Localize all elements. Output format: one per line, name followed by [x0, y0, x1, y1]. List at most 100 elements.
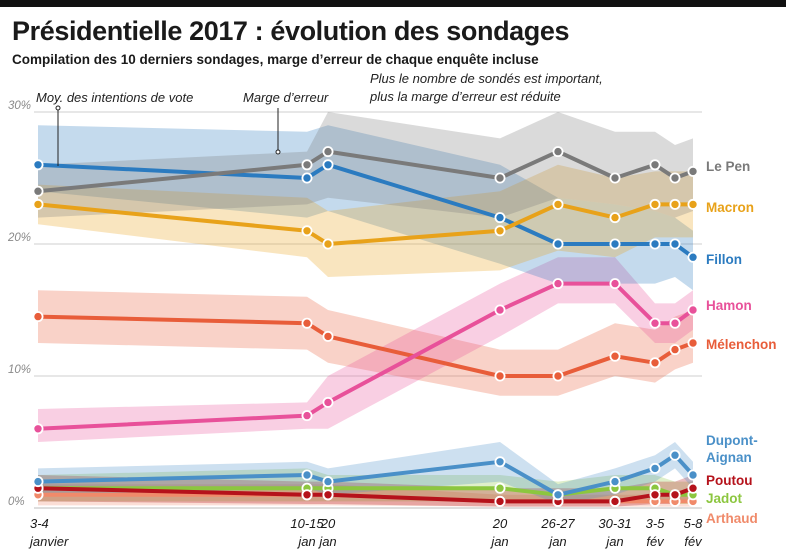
x-tick-label: 20 [492, 516, 508, 531]
margin-annotation-dot [275, 149, 281, 155]
data-point-melenchon [301, 317, 313, 329]
chart-subtitle: Compilation des 10 derniers sondages, ma… [12, 52, 539, 67]
x-tick-label: jan [489, 534, 508, 549]
data-point-macron [301, 225, 313, 237]
data-point-macron [669, 198, 681, 210]
data-point-melenchon [32, 311, 44, 323]
data-point-fillon [301, 172, 313, 184]
note-line-1: Plus le nombre de sondés est important, [370, 71, 603, 86]
series-label-dupont-aignan: Dupont- [706, 433, 758, 448]
x-tick-label: jan [317, 534, 336, 549]
data-point-hamon [32, 423, 44, 435]
data-point-le-pen [32, 185, 44, 197]
data-point-fillon [552, 238, 564, 250]
data-point-melenchon [687, 337, 699, 349]
error-band-macron [38, 164, 693, 277]
data-point-hamon [494, 304, 506, 316]
data-point-poutou [322, 489, 334, 501]
data-point-dupont-aignan [649, 462, 661, 474]
x-tick-label: 3-4 [30, 516, 49, 531]
data-point-le-pen [494, 172, 506, 184]
data-point-dupont-aignan [32, 476, 44, 488]
data-point-fillon [687, 251, 699, 263]
x-tick-label: janvier [28, 534, 69, 549]
data-point-le-pen [322, 146, 334, 158]
x-tick-label: 10-15 [290, 516, 324, 531]
x-tick-label: jan [547, 534, 566, 549]
data-point-poutou [649, 489, 661, 501]
data-point-dupont-aignan [552, 489, 564, 501]
x-tick-label: 5-8 [684, 516, 704, 531]
series-label-macron: Macron [706, 200, 754, 215]
data-point-fillon [649, 238, 661, 250]
data-point-hamon [649, 317, 661, 329]
series-label-poutou: Poutou [706, 473, 753, 488]
error-band-poutou [38, 475, 693, 507]
data-point-jadot [494, 482, 506, 494]
top-bar [0, 0, 786, 7]
data-point-macron [552, 198, 564, 210]
data-point-melenchon [669, 344, 681, 356]
data-point-le-pen [609, 172, 621, 184]
series-label-fillon: Fillon [706, 252, 742, 267]
x-tick-label: fév [646, 534, 665, 549]
data-point-dupont-aignan [687, 469, 699, 481]
series-labels: Le Pen Macron Fillon Hamon Mélenchon Dupont- A… [706, 159, 777, 526]
x-axis-ticks: 3-4 janvier 10-15 jan 20 jan 20 jan 26-27 jan 30-3… [28, 516, 703, 549]
y-tick-label: 10% [8, 364, 31, 376]
data-point-dupont-aignan [669, 449, 681, 461]
data-point-poutou [301, 489, 313, 501]
data-point-macron [494, 225, 506, 237]
series-label-melenchon: Mélenchon [706, 337, 777, 352]
data-point-dupont-aignan [609, 476, 621, 488]
x-tick-label: jan [604, 534, 623, 549]
data-point-fillon [32, 159, 44, 171]
series-label-arthaud: Arthaud [706, 511, 758, 526]
annotations: Moy. des intentions de vote Marge d’erre… [36, 71, 603, 166]
chart-title: Présidentielle 2017 : évolution des sond… [12, 16, 570, 46]
x-tick-label: fév [684, 534, 703, 549]
data-point-melenchon [322, 330, 334, 342]
data-point-melenchon [649, 357, 661, 369]
data-point-melenchon [609, 350, 621, 362]
series-label-hamon: Hamon [706, 298, 752, 313]
data-point-hamon [687, 304, 699, 316]
mean-annotation-dot [55, 105, 61, 111]
data-point-fillon [669, 238, 681, 250]
data-point-le-pen [301, 159, 313, 171]
data-point-hamon [552, 278, 564, 290]
data-point-dupont-aignan [301, 469, 313, 481]
data-point-macron [609, 212, 621, 224]
data-point-hamon [609, 278, 621, 290]
data-point-melenchon [494, 370, 506, 382]
y-tick-label: 0% [8, 496, 25, 508]
note-line-2: plus la marge d’erreur est réduite [369, 89, 561, 104]
series-label-le-pen: Le Pen [706, 159, 750, 174]
data-point-fillon [609, 238, 621, 250]
data-point-melenchon [552, 370, 564, 382]
series-points [32, 146, 699, 507]
data-point-macron [322, 238, 334, 250]
data-point-poutou [687, 482, 699, 494]
data-point-le-pen [649, 159, 661, 171]
y-tick-label: 20% [7, 232, 31, 244]
x-tick-label: 26-27 [540, 516, 575, 531]
data-point-fillon [494, 212, 506, 224]
x-tick-label: 3-5 [646, 516, 666, 531]
data-point-macron [649, 198, 661, 210]
error-band-fillon [38, 125, 693, 291]
series-label-jadot: Jadot [706, 491, 743, 506]
y-tick-label: 30% [8, 100, 31, 112]
x-tick-label: 20 [320, 516, 336, 531]
data-point-macron [32, 198, 44, 210]
data-point-dupont-aignan [494, 456, 506, 468]
mean-annotation: Moy. des intentions de vote [36, 90, 193, 105]
error-band-hamon [38, 257, 693, 442]
data-point-le-pen [552, 146, 564, 158]
x-tick-label: 30-31 [598, 516, 631, 531]
data-point-hamon [322, 396, 334, 408]
data-point-le-pen [687, 165, 699, 177]
data-point-poutou [609, 495, 621, 507]
data-point-poutou [494, 495, 506, 507]
